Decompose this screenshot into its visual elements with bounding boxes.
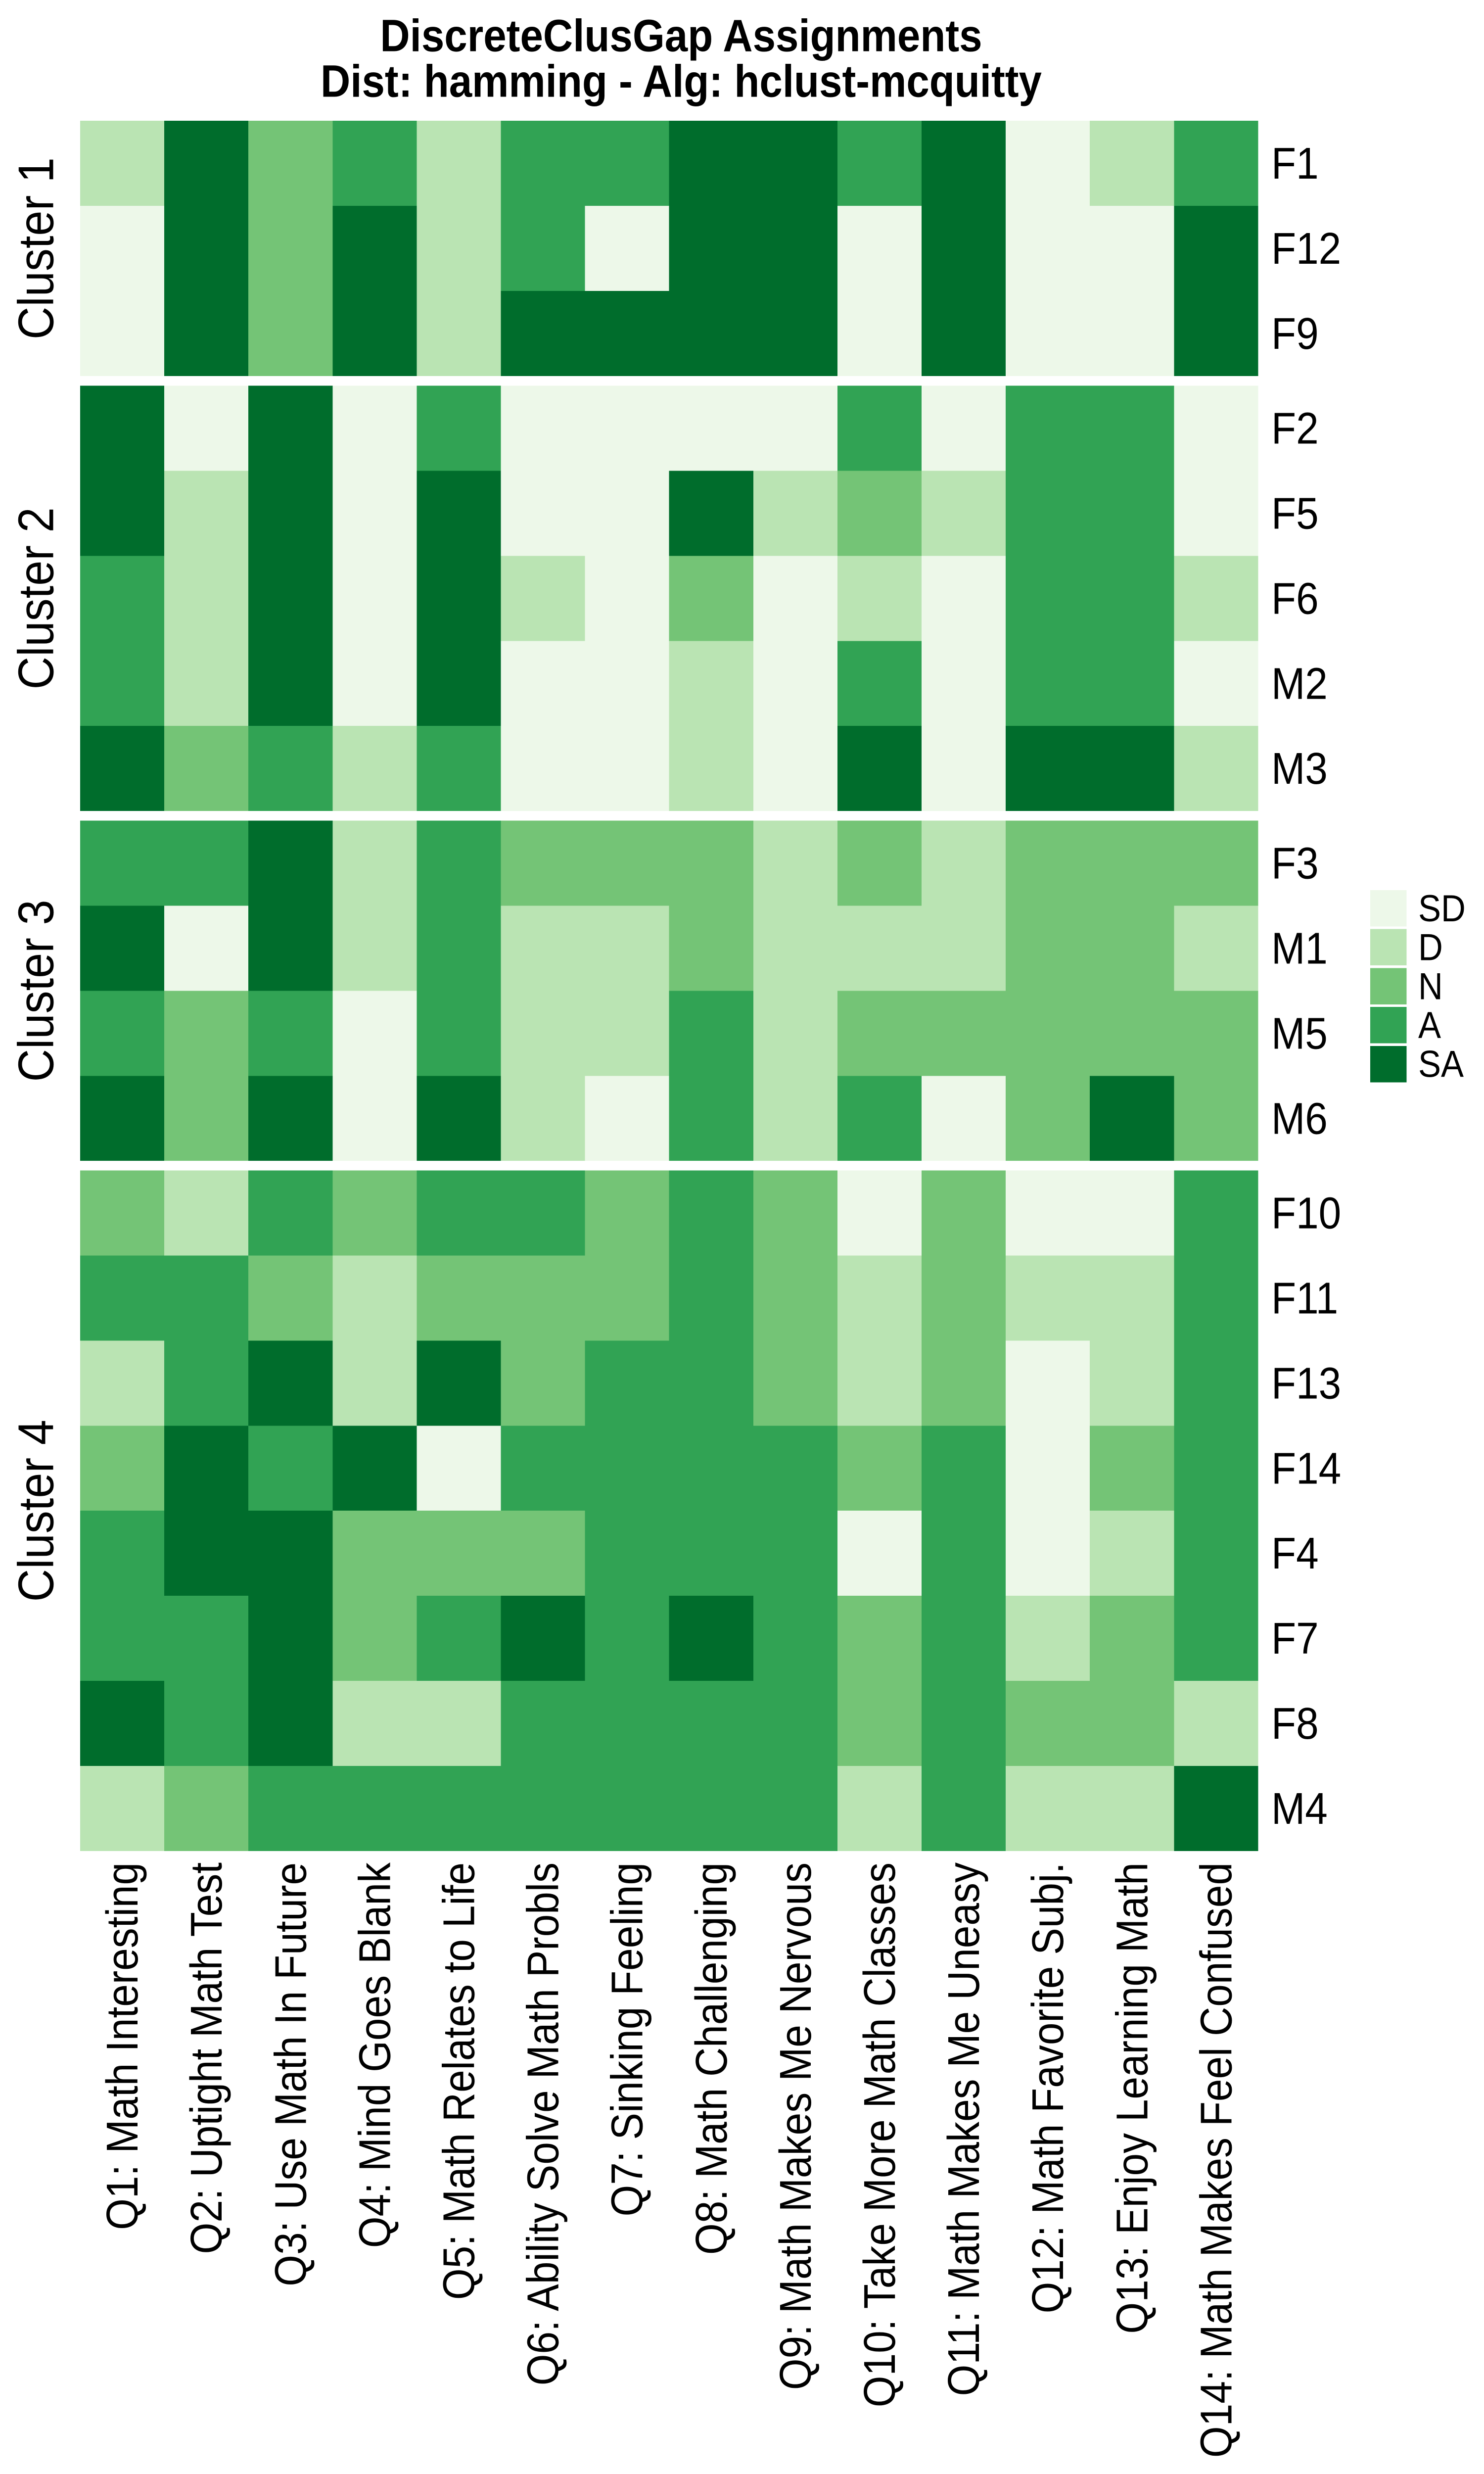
svg-text:F12: F12 <box>1271 224 1341 274</box>
svg-text:F5: F5 <box>1271 489 1319 538</box>
svg-text:Q3: Use Math In Future: Q3: Use Math In Future <box>266 1862 316 2286</box>
svg-text:Q14: Math Makes Feel Confused: Q14: Math Makes Feel Confused <box>1192 1862 1241 2458</box>
svg-text:M4: M4 <box>1271 1784 1328 1833</box>
svg-text:Q12: Math Favorite Subj.: Q12: Math Favorite Subj. <box>1023 1862 1073 2313</box>
svg-text:F6: F6 <box>1271 574 1319 623</box>
svg-text:Cluster 2: Cluster 2 <box>8 507 64 689</box>
svg-text:Q9: Math Makes Me Nervous: Q9: Math Makes Me Nervous <box>771 1862 820 2390</box>
svg-text:M3: M3 <box>1271 744 1328 794</box>
svg-text:SD: SD <box>1418 888 1466 930</box>
svg-text:SA: SA <box>1418 1044 1464 1086</box>
svg-text:Q7: Sinking Feeling: Q7: Sinking Feeling <box>603 1862 652 2217</box>
svg-text:Cluster 1: Cluster 1 <box>8 157 64 339</box>
svg-text:DiscreteClusGap Assignments: DiscreteClusGap Assignments <box>380 10 982 61</box>
svg-text:F13: F13 <box>1271 1359 1341 1408</box>
svg-text:M1: M1 <box>1271 924 1328 973</box>
svg-text:F1: F1 <box>1271 139 1319 189</box>
svg-text:F4: F4 <box>1271 1529 1319 1578</box>
svg-text:F10: F10 <box>1271 1189 1341 1238</box>
svg-text:Dist: hamming - Alg: hclust-mc: Dist: hamming - Alg: hclust-mcquitty <box>321 56 1042 107</box>
svg-text:F8: F8 <box>1271 1699 1319 1748</box>
svg-text:F11: F11 <box>1271 1274 1338 1323</box>
svg-text:Q5: Math Relates to Life: Q5: Math Relates to Life <box>434 1862 484 2300</box>
svg-text:Q11: Math Makes Me Uneasy: Q11: Math Makes Me Uneasy <box>939 1862 989 2396</box>
svg-text:Cluster 4: Cluster 4 <box>8 1420 64 1602</box>
svg-text:Q1: Math Interesting: Q1: Math Interesting <box>98 1862 147 2230</box>
svg-text:D: D <box>1418 927 1443 969</box>
svg-text:F9: F9 <box>1271 309 1319 358</box>
svg-text:A: A <box>1418 1004 1441 1047</box>
svg-text:Q10: Take More Math Classes: Q10: Take More Math Classes <box>855 1862 904 2407</box>
svg-text:N: N <box>1418 965 1443 1007</box>
svg-text:M5: M5 <box>1271 1009 1328 1058</box>
svg-text:F7: F7 <box>1271 1614 1319 1664</box>
svg-text:Q13: Enjoy Learning Math: Q13: Enjoy Learning Math <box>1108 1862 1157 2334</box>
svg-text:F3: F3 <box>1271 839 1319 888</box>
svg-text:M6: M6 <box>1271 1094 1328 1143</box>
svg-text:F14: F14 <box>1271 1444 1341 1493</box>
svg-text:Q6: Ability Solve Math Probls: Q6: Ability Solve Math Probls <box>518 1862 568 2385</box>
svg-text:Cluster 3: Cluster 3 <box>8 900 64 1082</box>
svg-text:F2: F2 <box>1271 404 1319 453</box>
svg-text:Q2: Uptight Math Test: Q2: Uptight Math Test <box>182 1862 232 2254</box>
svg-text:Q8: Math Challenging: Q8: Math Challenging <box>687 1862 736 2255</box>
svg-text:M2: M2 <box>1271 659 1328 709</box>
svg-text:Q4: Mind Goes Blank: Q4: Mind Goes Blank <box>350 1862 400 2248</box>
